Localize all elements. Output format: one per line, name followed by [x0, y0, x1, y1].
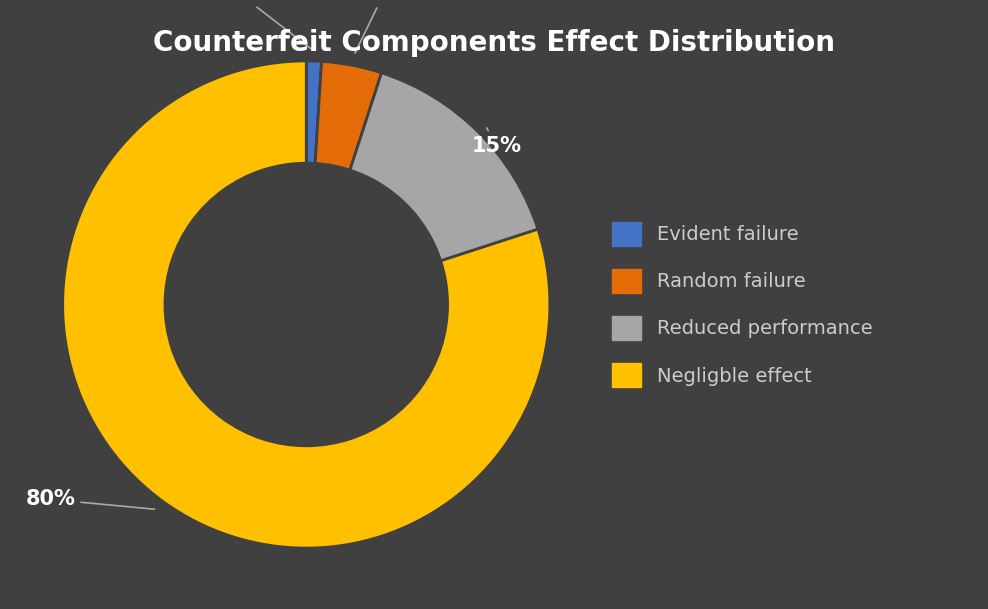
Wedge shape — [62, 61, 550, 548]
Legend: Evident failure, Random failure, Reduced performance, Negligble effect: Evident failure, Random failure, Reduced… — [603, 213, 882, 396]
Text: 15%: 15% — [471, 128, 522, 156]
Text: 1%: 1% — [220, 0, 312, 49]
Wedge shape — [350, 73, 537, 261]
Wedge shape — [315, 62, 381, 170]
Text: 4%: 4% — [355, 0, 402, 53]
Text: Counterfeit Components Effect Distribution: Counterfeit Components Effect Distributi… — [153, 29, 835, 57]
Wedge shape — [306, 61, 321, 163]
Text: 80%: 80% — [26, 490, 154, 509]
